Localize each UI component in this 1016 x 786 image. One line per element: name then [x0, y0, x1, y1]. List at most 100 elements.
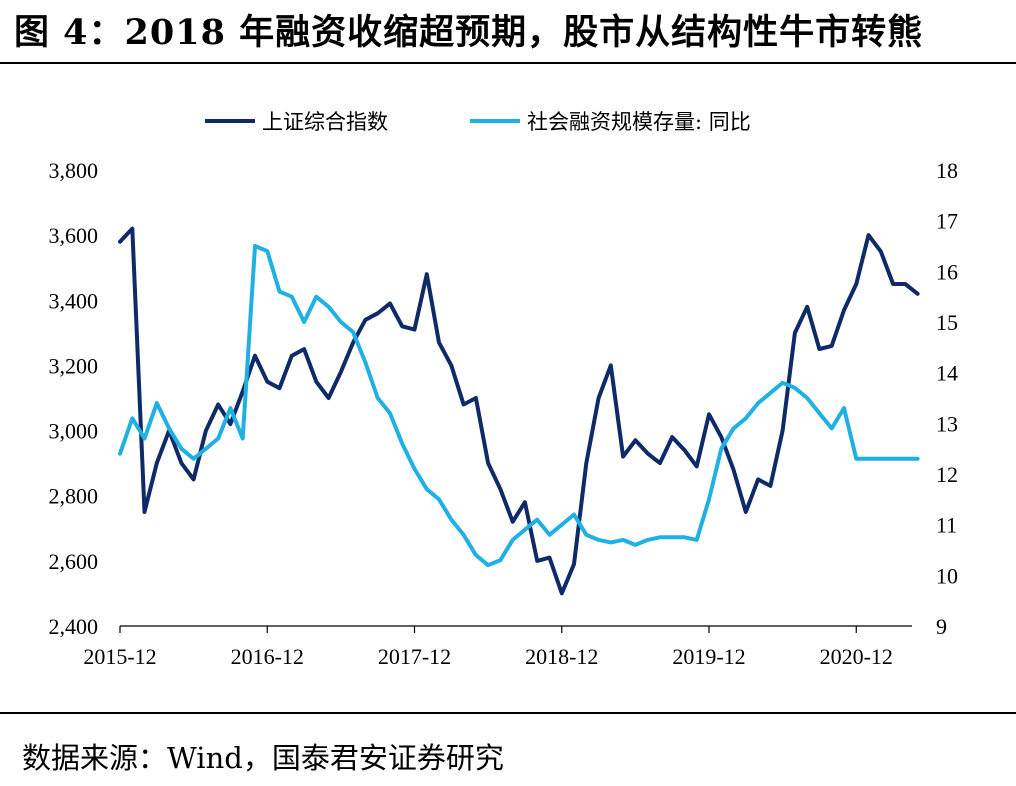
data-point-index: [229, 423, 232, 426]
data-point-financing: [389, 412, 392, 415]
data-point-index: [806, 305, 809, 308]
data-point-index: [523, 501, 526, 504]
data-point-index: [131, 227, 134, 230]
data-point-financing: [732, 427, 735, 430]
data-point-financing: [168, 427, 171, 430]
right-y-tick-label: 13: [936, 411, 958, 436]
data-point-financing: [818, 412, 821, 415]
data-point-financing: [290, 295, 293, 298]
series-line-financing: [118, 244, 920, 568]
data-point-index: [622, 455, 625, 458]
data-point-financing: [327, 305, 330, 308]
data-point-index: [597, 397, 600, 400]
data-point-financing: [462, 533, 465, 536]
right-y-tick-label: 10: [936, 563, 958, 588]
data-point-financing: [278, 290, 281, 293]
legend-label: 上证综合指数: [262, 110, 388, 134]
data-point-index: [757, 478, 760, 481]
data-point-financing: [131, 417, 134, 420]
data-point-index: [683, 449, 686, 452]
data-point-index: [573, 563, 576, 566]
plot-area: [118, 226, 920, 596]
data-point-financing: [204, 447, 207, 450]
right-y-tick-label: 15: [936, 310, 958, 335]
data-point-index: [560, 592, 563, 595]
data-point-financing: [904, 457, 907, 460]
data-point-financing: [585, 533, 588, 536]
left-y-tick-label: 3,600: [49, 223, 99, 248]
left-y-tick-label: 2,400: [49, 614, 99, 639]
right-y-tick-label: 9: [936, 614, 947, 639]
data-point-index: [634, 439, 637, 442]
right-y-tick-label: 18: [936, 158, 958, 183]
data-point-index: [192, 478, 195, 481]
data-point-index: [744, 511, 747, 514]
data-point-financing: [401, 442, 404, 445]
data-point-index: [425, 273, 428, 276]
data-point-index: [671, 436, 674, 439]
right-y-tick-label: 14: [936, 361, 958, 386]
data-point-financing: [744, 417, 747, 420]
data-point-financing: [303, 321, 306, 324]
data-point-financing: [597, 538, 600, 541]
chart-svg: 上证综合指数 社会融资规模存量: 同比 2015-12 2016-12 2017-12…: [49, 110, 959, 669]
data-point-financing: [119, 452, 122, 455]
left-y-tick-label: 3,200: [49, 353, 99, 378]
figure-title: 图 4：2018 年融资收缩超预期，股市从结构性牛市转熊: [14, 12, 924, 53]
data-point-index: [867, 234, 870, 237]
data-point-financing: [499, 559, 502, 562]
data-point-index: [217, 403, 220, 406]
data-point-financing: [511, 538, 514, 541]
data-point-index: [450, 364, 453, 367]
data-point-financing: [364, 361, 367, 364]
data-point-index: [389, 302, 392, 305]
data-point-index: [376, 312, 379, 315]
right-y-tick-label: 17: [936, 209, 958, 234]
data-point-financing: [254, 245, 257, 248]
data-point-index: [916, 292, 919, 295]
data-point-financing: [229, 407, 232, 410]
right-y-tick-label: 16: [936, 259, 958, 284]
data-point-index: [855, 283, 858, 286]
data-point-financing: [438, 498, 441, 501]
data-point-index: [462, 403, 465, 406]
x-tick-label: 2016-12: [231, 644, 304, 669]
data-point-index: [180, 462, 183, 465]
data-point-financing: [646, 538, 649, 541]
data-point-index: [695, 465, 698, 468]
data-point-index: [474, 397, 477, 400]
data-point-index: [818, 348, 821, 351]
data-point-index: [499, 488, 502, 491]
data-point-financing: [622, 538, 625, 541]
data-point-index: [708, 413, 711, 416]
data-point-index: [892, 283, 895, 286]
data-point-financing: [892, 457, 895, 460]
x-tick-label: 2015-12: [83, 644, 156, 669]
data-point-index: [290, 354, 293, 357]
data-point-financing: [474, 554, 477, 557]
data-point-index: [487, 462, 490, 465]
data-point-financing: [806, 397, 809, 400]
data-point-index: [143, 511, 146, 514]
data-point-index: [155, 462, 158, 465]
data-point-financing: [916, 457, 919, 460]
data-point-index: [769, 484, 772, 487]
data-point-index: [781, 429, 784, 432]
data-point-index: [658, 462, 661, 465]
source-note: 数据来源：Wind，国泰君安证券研究: [22, 741, 504, 775]
data-point-financing: [143, 437, 146, 440]
left-y-tick-label: 3,000: [49, 419, 99, 444]
left-y-tick-label: 3,400: [49, 288, 99, 313]
right-y-tick-label: 11: [936, 513, 957, 538]
x-tick-label: 2020-12: [820, 644, 893, 669]
data-point-financing: [769, 391, 772, 394]
data-point-financing: [793, 386, 796, 389]
data-point-index: [438, 341, 441, 344]
data-point-index: [548, 556, 551, 559]
top-rule: [0, 62, 1016, 64]
data-point-financing: [352, 331, 355, 334]
data-point-financing: [708, 498, 711, 501]
data-point-index: [904, 283, 907, 286]
data-point-index: [327, 397, 330, 400]
data-point-financing: [241, 437, 244, 440]
